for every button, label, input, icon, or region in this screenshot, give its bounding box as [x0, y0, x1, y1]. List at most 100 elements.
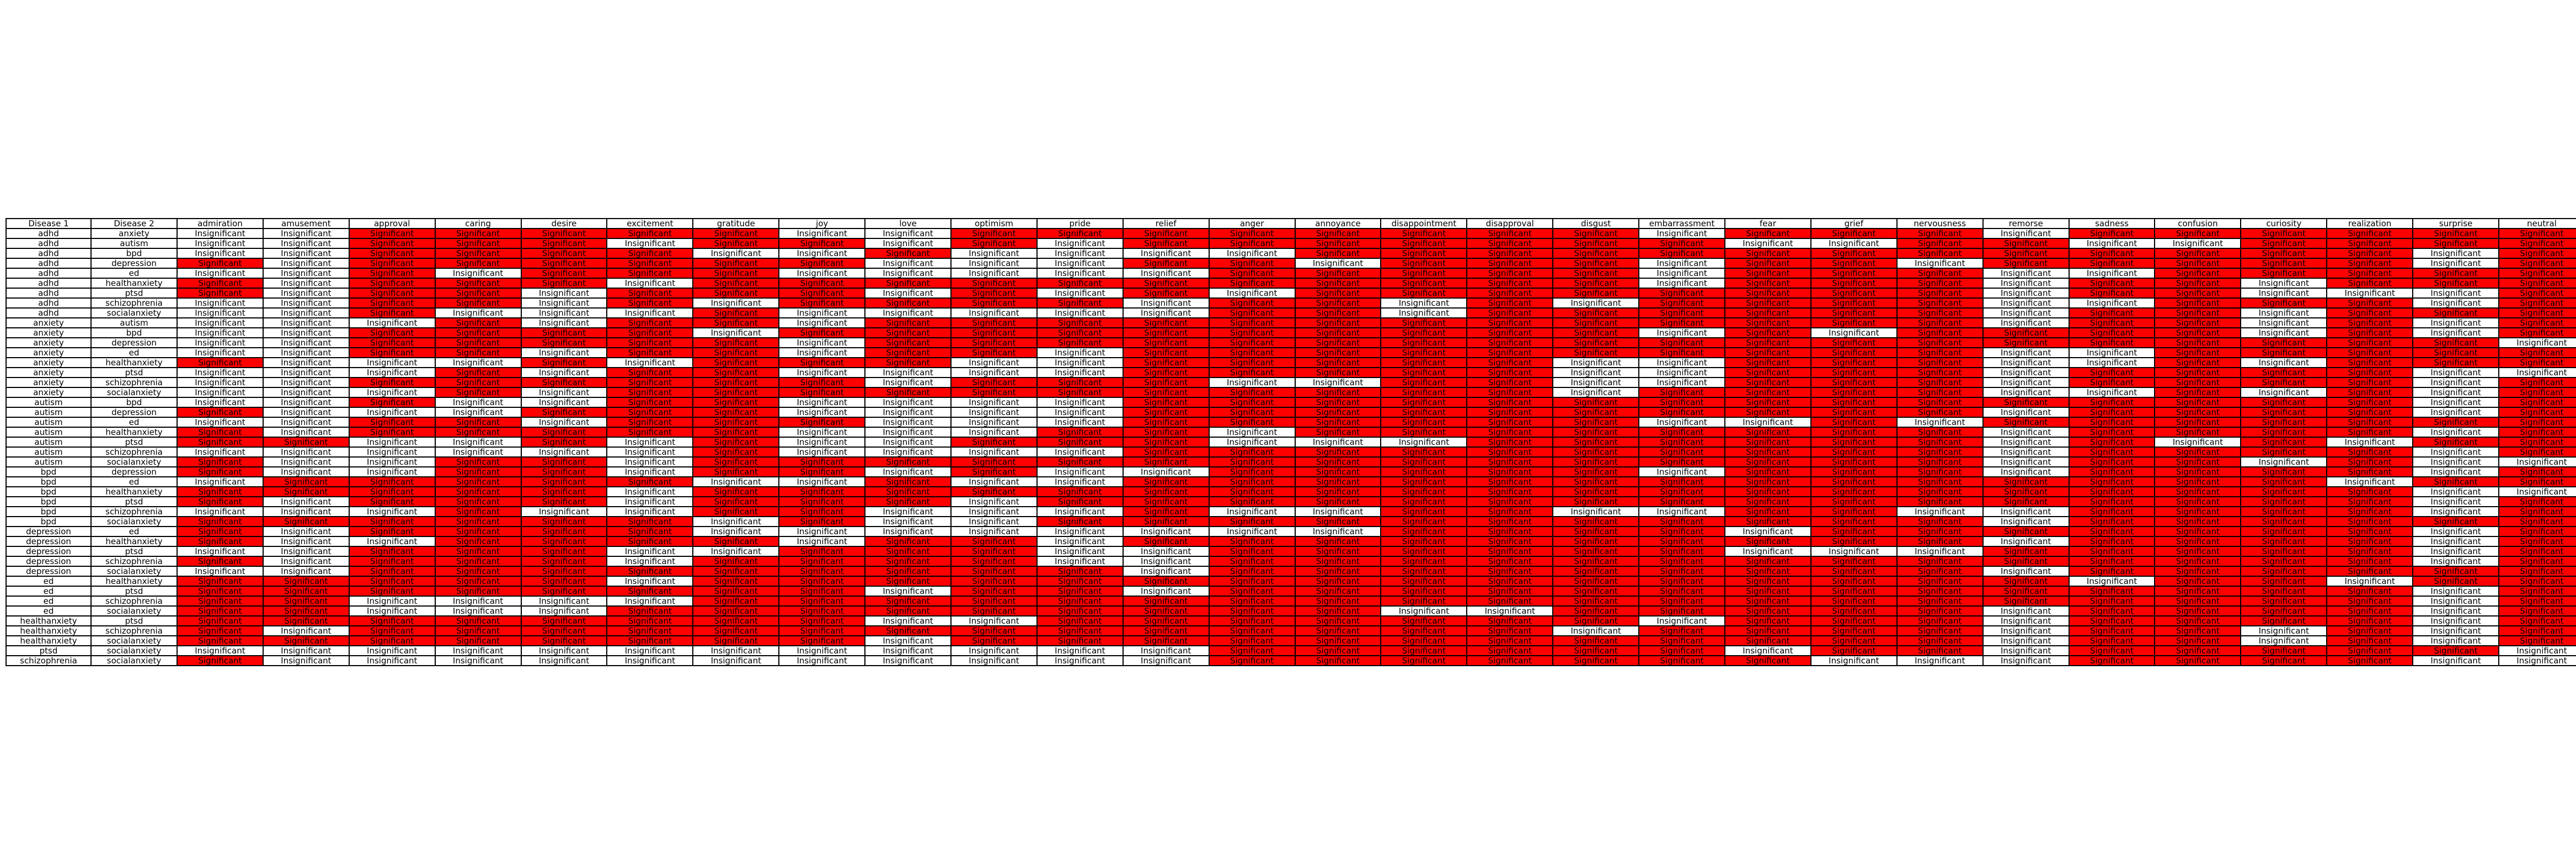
significant-cell: Significant: [1208, 387, 1296, 398]
significant-cell: Significant: [1380, 407, 1468, 418]
insignificant-cell: Insignificant: [864, 437, 952, 448]
significant-cell: Significant: [1466, 516, 1554, 527]
insignificant-cell: Insignificant: [2154, 437, 2242, 448]
disease-1-cell: anxiety: [6, 357, 92, 368]
significant-cell: Significant: [1810, 586, 1898, 597]
significant-cell: Significant: [1724, 327, 1811, 338]
significant-cell: Significant: [348, 427, 436, 438]
significant-cell: Significant: [348, 576, 436, 587]
insignificant-cell: Insignificant: [2412, 367, 2500, 378]
significant-cell: Significant: [1724, 625, 1811, 636]
significant-cell: Significant: [1552, 635, 1640, 646]
significant-cell: Significant: [1896, 576, 1984, 587]
insignificant-cell: Insignificant: [1122, 307, 1210, 318]
significant-cell: Significant: [262, 516, 350, 527]
significant-cell: Significant: [606, 635, 694, 646]
significant-cell: Significant: [520, 516, 608, 527]
significant-cell: Significant: [864, 546, 952, 557]
insignificant-cell: Insignificant: [2412, 486, 2500, 497]
insignificant-cell: Insignificant: [262, 456, 350, 467]
significant-cell: Significant: [1122, 635, 1210, 646]
significant-cell: Significant: [692, 456, 780, 467]
significant-cell: Significant: [1466, 228, 1554, 239]
significant-cell: Significant: [1896, 605, 1984, 616]
insignificant-cell: Insignificant: [1122, 586, 1210, 597]
significant-cell: Significant: [950, 466, 1038, 477]
significant-cell: Significant: [1552, 516, 1640, 527]
significant-cell: Significant: [1638, 516, 1726, 527]
significant-cell: Significant: [2240, 576, 2328, 587]
significant-cell: Significant: [864, 248, 952, 259]
significant-cell: Significant: [520, 278, 608, 289]
significant-cell: Significant: [692, 347, 780, 358]
significant-cell: Significant: [520, 437, 608, 448]
insignificant-cell: Insignificant: [606, 278, 694, 289]
significant-cell: Significant: [1380, 317, 1468, 328]
insignificant-cell: Insignificant: [778, 536, 866, 547]
significant-cell: Significant: [520, 337, 608, 348]
column-header: confusion: [2154, 218, 2242, 229]
disease-2-cell: autism: [90, 317, 178, 328]
disease-1-cell: bpd: [6, 466, 92, 477]
insignificant-cell: Insignificant: [520, 447, 608, 458]
significant-cell: Significant: [1810, 317, 1898, 328]
significant-cell: Significant: [1122, 317, 1210, 328]
disease-1-cell: anxiety: [6, 347, 92, 358]
significant-cell: Significant: [434, 586, 522, 597]
significant-cell: Significant: [1982, 556, 2070, 567]
insignificant-cell: Insignificant: [177, 476, 264, 487]
table-row: autism ed Insignificant Insignificant Signif…: [6, 417, 2576, 428]
significant-cell: Significant: [692, 576, 780, 587]
insignificant-cell: Insignificant: [778, 268, 866, 279]
significant-cell: Significant: [1466, 427, 1554, 438]
significant-cell: Significant: [520, 377, 608, 388]
significant-cell: Significant: [692, 278, 780, 289]
significant-cell: Significant: [2498, 387, 2576, 398]
insignificant-cell: Insignificant: [348, 407, 436, 418]
disease-1-cell: depression: [6, 556, 92, 567]
table-row: bpd schizophrenia Insignificant Insignifica…: [6, 506, 2576, 517]
significant-cell: Significant: [1724, 596, 1811, 607]
insignificant-cell: Insignificant: [348, 655, 436, 666]
significant-cell: Significant: [1036, 377, 1124, 388]
significant-cell: Significant: [2412, 476, 2500, 487]
insignificant-cell: Insignificant: [1208, 506, 1296, 517]
insignificant-cell: Insignificant: [864, 258, 952, 269]
significant-cell: Significant: [520, 407, 608, 418]
insignificant-cell: Insignificant: [1552, 377, 1640, 388]
significant-cell: Significant: [520, 546, 608, 557]
significant-cell: Significant: [434, 258, 522, 269]
insignificant-cell: Insignificant: [2412, 466, 2500, 477]
significant-cell: Significant: [2326, 317, 2414, 328]
significant-cell: Significant: [2326, 486, 2414, 497]
significant-cell: Significant: [434, 635, 522, 646]
significant-cell: Significant: [1208, 317, 1296, 328]
significant-cell: Significant: [1552, 258, 1640, 269]
insignificant-cell: Insignificant: [864, 645, 952, 656]
significant-cell: Significant: [1810, 268, 1898, 279]
disease-2-cell: socialanxiety: [90, 655, 178, 666]
significant-cell: Significant: [2068, 327, 2156, 338]
significant-cell: Significant: [1638, 437, 1726, 448]
significant-cell: Significant: [1122, 367, 1210, 378]
insignificant-cell: Insignificant: [692, 516, 780, 527]
significant-cell: Significant: [1810, 466, 1898, 477]
significant-cell: Significant: [348, 248, 436, 259]
disease-1-cell: ed: [6, 586, 92, 597]
significant-cell: Significant: [1380, 377, 1468, 388]
insignificant-cell: Insignificant: [2326, 437, 2414, 448]
significant-cell: Significant: [692, 387, 780, 398]
insignificant-cell: Insignificant: [1982, 536, 2070, 547]
significant-cell: Significant: [950, 437, 1038, 448]
significant-cell: Significant: [520, 566, 608, 577]
significant-cell: Significant: [1122, 397, 1210, 408]
significant-cell: Significant: [1638, 605, 1726, 616]
significant-cell: Significant: [2326, 397, 2414, 408]
significant-cell: Significant: [692, 635, 780, 646]
insignificant-cell: Insignificant: [177, 417, 264, 428]
significant-cell: Significant: [1982, 258, 2070, 269]
significant-cell: Significant: [950, 486, 1038, 497]
significant-cell: Significant: [1122, 377, 1210, 388]
insignificant-cell: Insignificant: [1896, 417, 1984, 428]
insignificant-cell: Insignificant: [950, 496, 1038, 507]
